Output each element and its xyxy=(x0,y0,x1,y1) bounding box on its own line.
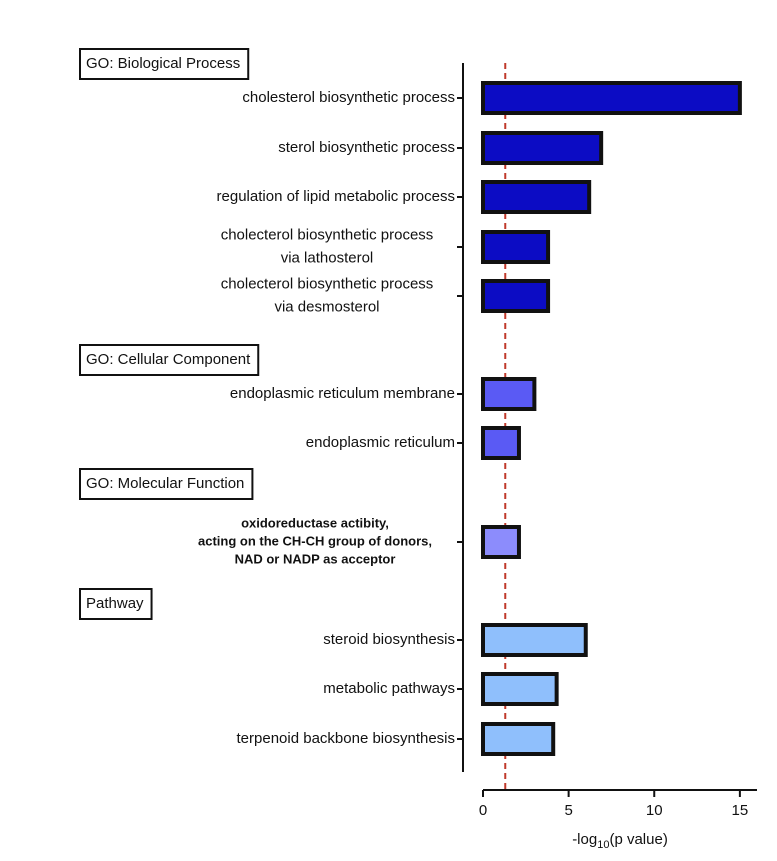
group-header-box xyxy=(79,588,153,620)
category-label: acting on the CH-CH group of donors, xyxy=(198,533,432,548)
bar xyxy=(481,623,588,657)
x-axis-label: -log10(p value) xyxy=(572,831,668,851)
category-label: via desmosterol xyxy=(274,298,379,315)
group-header: Pathway xyxy=(86,595,144,612)
bar xyxy=(481,525,521,559)
x-label-part: -log xyxy=(572,831,597,848)
category-label: sterol biosynthetic process xyxy=(278,139,455,156)
x-tick-label: 5 xyxy=(564,802,572,819)
category-label: cholesterol biosynthetic process xyxy=(242,89,455,106)
x-label-sub: 10 xyxy=(597,839,609,851)
x-tick-label: 0 xyxy=(479,802,487,819)
group-header: GO: Biological Process xyxy=(86,55,240,72)
category-label: steroid biosynthesis xyxy=(323,631,455,648)
x-tick-label: 15 xyxy=(732,802,749,819)
bar xyxy=(481,722,556,756)
bar xyxy=(481,377,537,411)
bar xyxy=(481,426,521,460)
category-label: cholecterol biosynthetic process xyxy=(221,275,434,292)
x-tick-label: 10 xyxy=(646,802,663,819)
group-header-box xyxy=(79,48,250,80)
category-label: via lathosterol xyxy=(281,249,374,266)
bar xyxy=(481,81,742,115)
group-header-box xyxy=(79,344,260,376)
group-header-box xyxy=(79,468,254,500)
category-label: oxidoreductase actibity, xyxy=(241,515,389,530)
category-label: endoplasmic reticulum membrane xyxy=(230,385,455,402)
bar xyxy=(481,672,559,706)
category-label: endoplasmic reticulum xyxy=(306,434,455,451)
bar xyxy=(481,279,551,313)
group-header: GO: Molecular Function xyxy=(86,475,244,492)
bar xyxy=(481,230,551,264)
category-label: terpenoid backbone biosynthesis xyxy=(237,730,455,747)
bar xyxy=(481,131,604,165)
category-label: regulation of lipid metabolic process xyxy=(217,188,455,205)
category-label: metabolic pathways xyxy=(323,680,455,697)
x-label-part: (p value) xyxy=(609,831,667,848)
group-header: GO: Cellular Component xyxy=(86,351,251,368)
category-label: cholecterol biosynthetic process xyxy=(221,226,434,243)
bar xyxy=(481,180,592,214)
category-label: NAD or NADP as acceptor xyxy=(235,551,396,566)
